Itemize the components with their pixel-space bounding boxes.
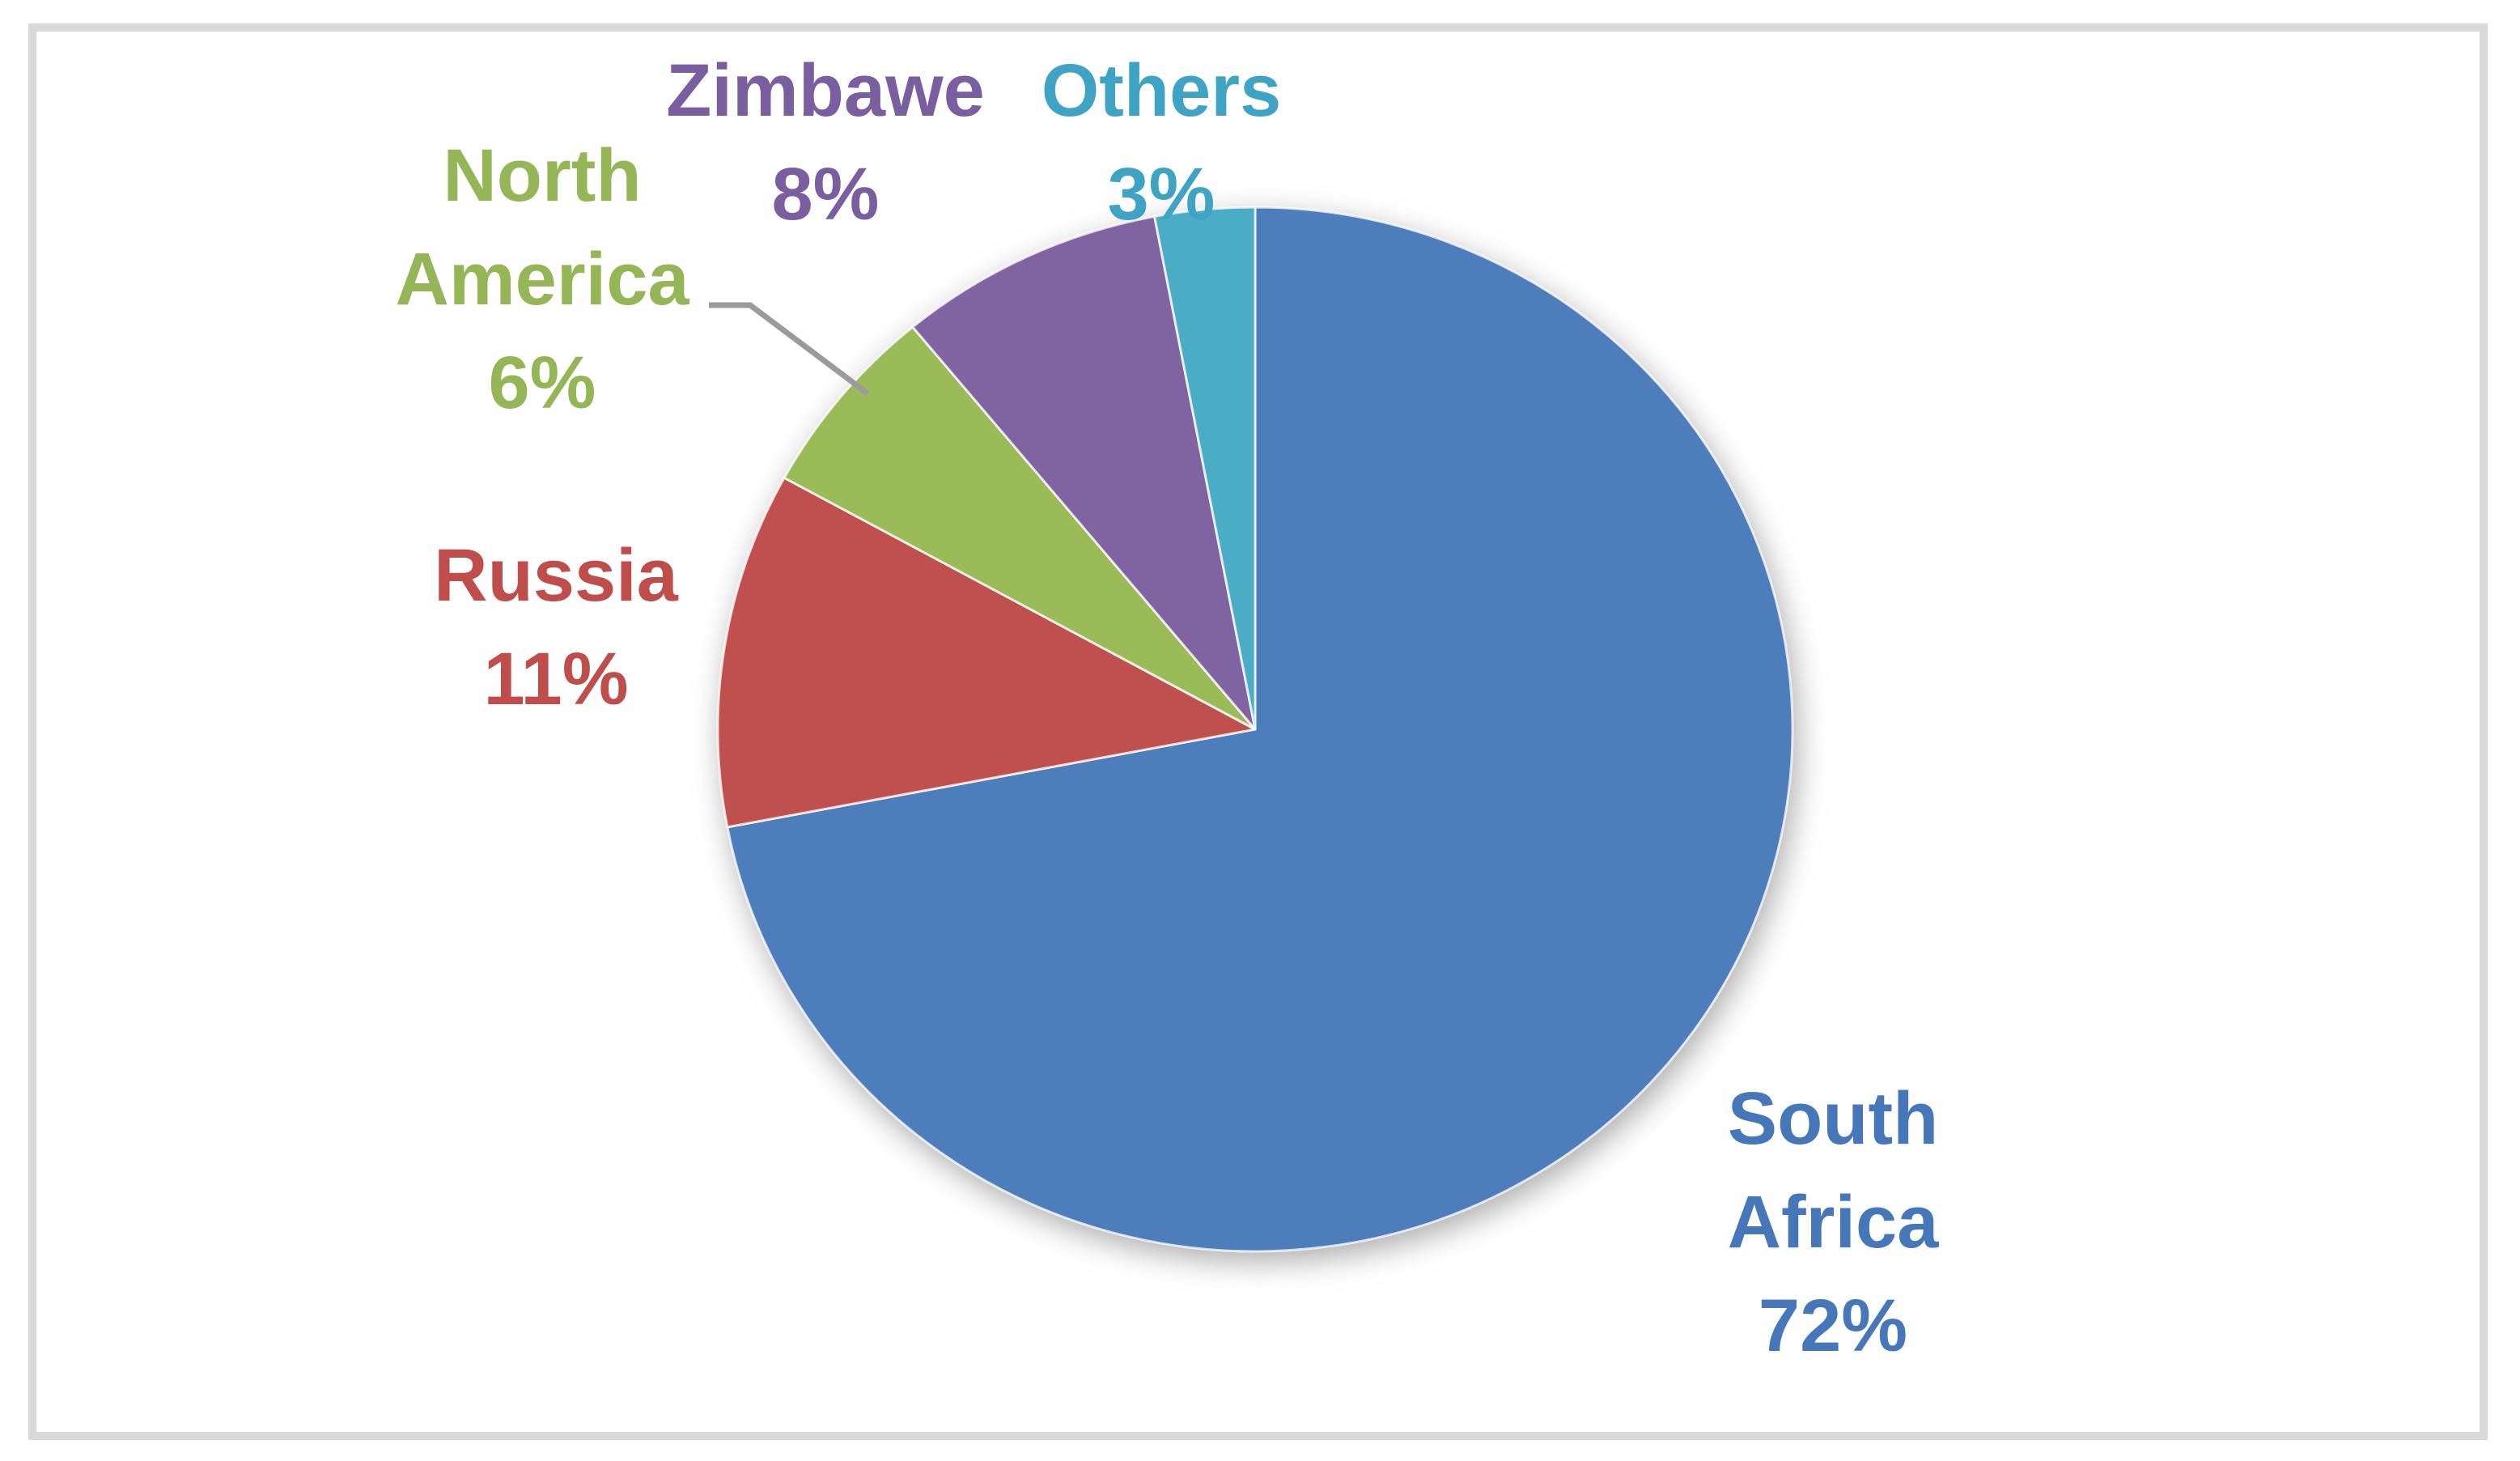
- pie-slice-russia: [716, 476, 1257, 829]
- pie-slice-zimbawe: [911, 214, 1257, 731]
- north-america-leader-line: [709, 302, 870, 396]
- label-russia-name: Russia: [434, 534, 678, 617]
- label-north-america-name: North America: [395, 134, 689, 321]
- label-south-africa-name: South Africa: [1727, 1077, 1939, 1264]
- label-south-africa-pct: 72%: [1758, 1285, 1908, 1367]
- pie-slice-others: [1153, 206, 1257, 731]
- label-zimbawe: Zimbawe 8%: [542, 39, 1109, 246]
- label-north-america: North America 6%: [348, 124, 736, 435]
- pie-slice-north-america: [783, 325, 1257, 731]
- label-zimbawe-name: Zimbawe: [666, 49, 985, 132]
- label-russia: Russia 11%: [394, 524, 718, 731]
- label-north-america-pct: 6%: [488, 342, 596, 424]
- label-others-name: Others: [1041, 49, 1282, 132]
- pie-slices-group: [716, 206, 1794, 1253]
- label-russia-pct: 11%: [483, 638, 629, 720]
- pie-slice-south-africa: [726, 206, 1794, 1253]
- label-south-africa: South Africa 72%: [1703, 1067, 1962, 1378]
- label-others: Others 3%: [959, 39, 1364, 246]
- label-others-pct: 3%: [1107, 153, 1215, 236]
- label-zimbawe-pct: 8%: [771, 153, 880, 236]
